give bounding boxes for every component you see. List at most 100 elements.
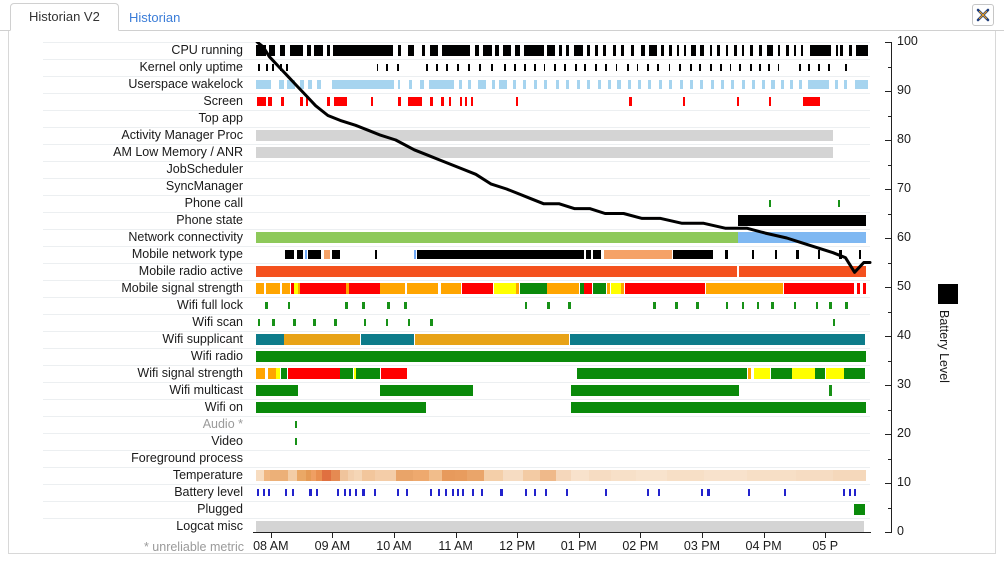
- tab-historian[interactable]: Historian: [129, 10, 181, 25]
- segment: [725, 250, 728, 259]
- segment: [587, 80, 591, 89]
- timeline-row-mobile-radio-active[interactable]: Mobile radio active: [9, 263, 997, 280]
- segment: [362, 470, 375, 481]
- row-track-phone-call[interactable]: [254, 195, 870, 212]
- row-track-userspace-wakelock[interactable]: [254, 76, 870, 93]
- segment: [281, 97, 284, 106]
- segment: [624, 283, 705, 294]
- segment: [703, 470, 747, 481]
- segment: [595, 45, 599, 56]
- row-label-userspace-wakelock: Userspace wakelock: [128, 77, 243, 91]
- segment: [268, 45, 275, 56]
- timeline-row-wifi-on[interactable]: Wifi on: [9, 399, 997, 416]
- segment: [669, 45, 672, 56]
- timeline-row-phone-state[interactable]: Phone state: [9, 212, 997, 229]
- segment: [615, 64, 618, 71]
- segment: [719, 64, 722, 71]
- segment: [669, 80, 673, 89]
- segment: [294, 421, 298, 428]
- timeline-row-syncmanager[interactable]: SyncManager: [9, 178, 997, 195]
- timeline-row-plugged[interactable]: Plugged: [9, 501, 997, 518]
- timeline-row-activity-manager-proc[interactable]: Activity Manager Proc: [9, 127, 997, 144]
- segment: [711, 80, 715, 89]
- row-band: [43, 382, 870, 399]
- segment: [478, 64, 481, 71]
- tab-historian-v2[interactable]: Historian V2: [10, 3, 119, 31]
- timeline-row-video[interactable]: Video: [9, 433, 997, 450]
- x-axis-label: 01 PM: [560, 539, 597, 553]
- timeline-row-wifi-supplicant[interactable]: Wifi supplicant: [9, 331, 997, 348]
- segment: [420, 80, 424, 89]
- segment: [589, 470, 612, 481]
- row-track-wifi-on[interactable]: [254, 399, 870, 416]
- timeline-row-kernel-only-uptime[interactable]: Kernel only uptime: [9, 59, 997, 76]
- timeline-row-network-connectivity[interactable]: Network connectivity: [9, 229, 997, 246]
- segment: [751, 368, 755, 379]
- timeline-row-mobile-signal-strength[interactable]: Mobile signal strength: [9, 280, 997, 297]
- x-axis-tick: [517, 532, 519, 538]
- row-track-plugged[interactable]: [254, 501, 870, 518]
- row-track-activity-manager-proc[interactable]: [254, 127, 870, 144]
- row-track-battery-level[interactable]: [254, 484, 870, 501]
- timeline-row-wifi-signal-strength[interactable]: Wifi signal strength: [9, 365, 997, 382]
- timeline-row-top-app[interactable]: Top app: [9, 110, 997, 127]
- row-track-cpu-running[interactable]: [254, 42, 870, 59]
- segment: [348, 283, 380, 294]
- row-label-mobile-network-type: Mobile network type: [131, 247, 243, 261]
- row-track-wifi-radio[interactable]: [254, 348, 870, 365]
- row-track-wifi-multicast[interactable]: [254, 382, 870, 399]
- timeline-row-mobile-network-type[interactable]: Mobile network type: [9, 246, 997, 263]
- row-track-phone-state[interactable]: [254, 212, 870, 229]
- segment: [738, 215, 867, 226]
- row-track-wifi-signal-strength[interactable]: [254, 365, 870, 382]
- row-track-kernel-only-uptime[interactable]: [254, 59, 870, 76]
- y-axis-minor-tick: [888, 115, 892, 117]
- timeline-row-temperature[interactable]: Temperature: [9, 467, 997, 484]
- row-track-jobscheduler[interactable]: [254, 161, 870, 178]
- timeline-row-battery-level[interactable]: Battery level: [9, 484, 997, 501]
- timeline-row-userspace-wakelock[interactable]: Userspace wakelock: [9, 76, 997, 93]
- row-track-logcat-misc[interactable]: [254, 518, 870, 535]
- timeline-row-wifi-scan[interactable]: Wifi scan: [9, 314, 997, 331]
- segment: [621, 45, 625, 56]
- row-track-audio[interactable]: [254, 416, 870, 433]
- row-track-wifi-scan[interactable]: [254, 314, 870, 331]
- row-track-am-low-memory-anr[interactable]: [254, 144, 870, 161]
- row-track-mobile-radio-active[interactable]: [254, 263, 870, 280]
- timeline-row-wifi-radio[interactable]: Wifi radio: [9, 348, 997, 365]
- timeline-row-phone-call[interactable]: Phone call: [9, 195, 997, 212]
- row-track-mobile-signal-strength[interactable]: [254, 280, 870, 297]
- timeline-row-jobscheduler[interactable]: JobScheduler: [9, 161, 997, 178]
- row-track-syncmanager[interactable]: [254, 178, 870, 195]
- timeline-row-logcat-misc[interactable]: Logcat misc: [9, 518, 997, 535]
- row-track-screen[interactable]: [254, 93, 870, 110]
- timeline-row-wifi-multicast[interactable]: Wifi multicast: [9, 382, 997, 399]
- timeline-row-foreground-process[interactable]: Foreground process: [9, 450, 997, 467]
- row-label-wifi-supplicant: Wifi supplicant: [162, 332, 243, 346]
- segment: [861, 283, 864, 294]
- timeline-row-screen[interactable]: Screen: [9, 93, 997, 110]
- row-track-temperature[interactable]: [254, 467, 870, 484]
- row-track-wifi-full-lock[interactable]: [254, 297, 870, 314]
- timeline-row-am-low-memory-anr[interactable]: AM Low Memory / ANR: [9, 144, 997, 161]
- timeline-row-cpu-running[interactable]: CPU running: [9, 42, 997, 59]
- timeline-row-audio[interactable]: Audio *: [9, 416, 997, 433]
- row-track-mobile-network-type[interactable]: [254, 246, 870, 263]
- timeline-row-wifi-full-lock[interactable]: Wifi full lock: [9, 297, 997, 314]
- x-axis-tick: [578, 532, 580, 538]
- row-track-wifi-supplicant[interactable]: [254, 331, 870, 348]
- segment: [799, 80, 803, 89]
- row-track-network-connectivity[interactable]: [254, 229, 870, 246]
- segment: [256, 147, 834, 158]
- row-track-video[interactable]: [254, 433, 870, 450]
- segment: [361, 334, 414, 345]
- segment: [641, 45, 645, 56]
- row-track-top-app[interactable]: [254, 110, 870, 127]
- segment: [331, 250, 340, 259]
- segment: [766, 45, 773, 56]
- segment: [300, 97, 303, 106]
- row-track-foreground-process[interactable]: [254, 450, 870, 467]
- close-button[interactable]: [972, 4, 994, 26]
- segment: [834, 80, 838, 89]
- segment: [701, 489, 704, 496]
